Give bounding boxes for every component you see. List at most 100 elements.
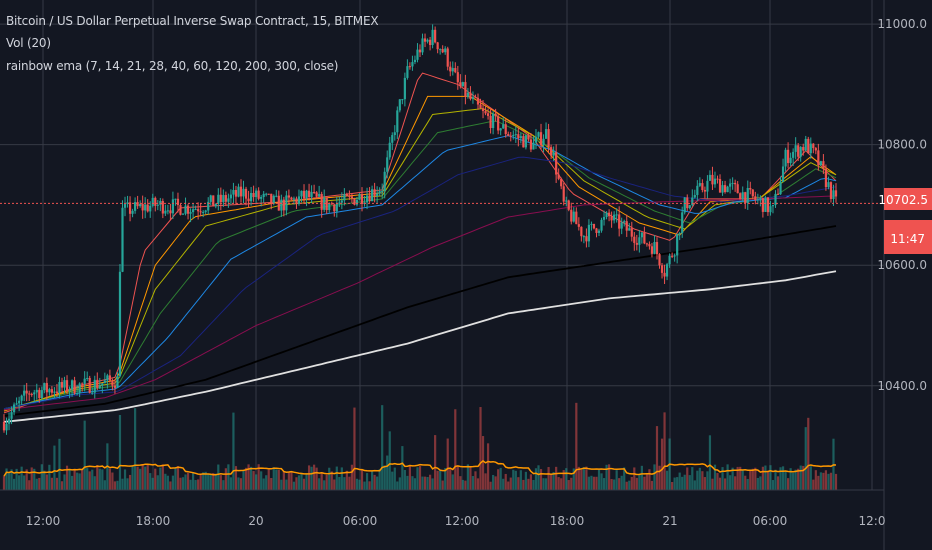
countdown-value: 11:47 [890,232,925,246]
volume-indicator-label[interactable]: Vol (20) [6,36,51,50]
candle-body [338,202,341,204]
candle-body [610,216,613,221]
volume-bar [575,402,578,490]
volume-bar [751,468,754,490]
volume-bar [348,476,351,490]
volume-bar [809,466,812,490]
volume-bar [171,475,175,490]
volume-bar [363,481,366,490]
candle-body [176,198,180,206]
candle-body [769,206,772,213]
price-tick-label: 10800.0 [877,138,927,152]
volume-bar [512,469,515,490]
candle-body [381,191,384,193]
volume-bar [257,464,260,490]
candle-body [809,143,812,154]
candle-body [723,185,727,193]
candle-body [118,271,122,377]
volume-bar [507,481,510,490]
volume-bar [176,466,180,490]
volume-bar [345,470,348,490]
volume-bar [476,478,480,490]
volume-bar [615,470,618,490]
candle-body [514,134,517,136]
volume-bar [802,465,805,490]
volume-bar [797,468,800,490]
symbol-title[interactable]: Bitcoin / US Dollar Perpetual Inverse Sw… [6,14,379,28]
volume-bar [461,479,464,490]
volume-bar [408,465,412,490]
candle-body [272,195,275,204]
volume-bar [38,477,41,490]
volume-bar [365,473,369,490]
volume-bar [688,475,691,490]
candle-body [693,195,696,198]
candle-body [824,168,828,188]
volume-bar [834,473,838,490]
volume-bar [232,412,235,490]
candle-body [607,212,611,217]
volume-bar [101,469,104,490]
volume-bar [436,470,439,490]
candle-body [497,116,500,131]
candle-body [355,199,359,205]
candle-body [252,193,255,198]
candle-body [222,195,225,203]
candle-body [255,190,258,198]
volume-bar [108,468,111,490]
volume-bar [706,471,709,490]
volume-bar [769,465,772,490]
volume-bar [708,435,712,490]
volume-bar [300,472,303,490]
candle-body [602,216,606,220]
candle-body [456,72,459,83]
candle-body [391,135,394,143]
candle-body [106,375,109,381]
volume-bar [280,479,283,490]
candle-body [587,224,591,242]
volume-bar [786,478,790,490]
volume-bar [660,438,664,490]
volume-bar [572,468,575,490]
candle-body [156,204,159,206]
candle-body [131,210,134,214]
candle-body [454,68,457,73]
volume-bar [277,469,280,490]
volume-bar [134,408,137,490]
volume-bar [368,481,371,490]
candle-body [365,195,369,203]
candle-body [776,193,780,195]
candle-body [257,190,260,199]
volume-bar [481,436,485,490]
candle-body [134,202,137,211]
candle-body [388,142,391,158]
candle-body [706,180,709,192]
volume-bar [287,472,290,490]
candle-body [643,232,646,244]
candle-body [207,201,210,211]
volume-bar [471,476,475,490]
volume-bar [335,466,338,490]
volume-bar [676,477,679,490]
volume-bar [144,466,147,490]
volume-bar [479,407,482,490]
candle-body [701,183,704,190]
candle-body [746,187,749,204]
candle-body [671,255,674,257]
candle-body [499,128,502,131]
volume-bar [721,467,724,490]
candle-body [191,209,195,213]
volume-bar [650,480,654,490]
rainbow-ema-label[interactable]: rainbow ema (7, 14, 21, 28, 40, 60, 120,… [6,59,339,73]
volume-bar [522,479,525,490]
volume-bar [310,466,313,490]
volume-bar [83,420,86,490]
volume-bar [53,445,56,490]
volume-bar [502,478,505,490]
volume-bar [449,468,452,490]
volume-bar [423,476,427,490]
volume-bar [270,477,273,490]
candle-body [764,197,767,212]
